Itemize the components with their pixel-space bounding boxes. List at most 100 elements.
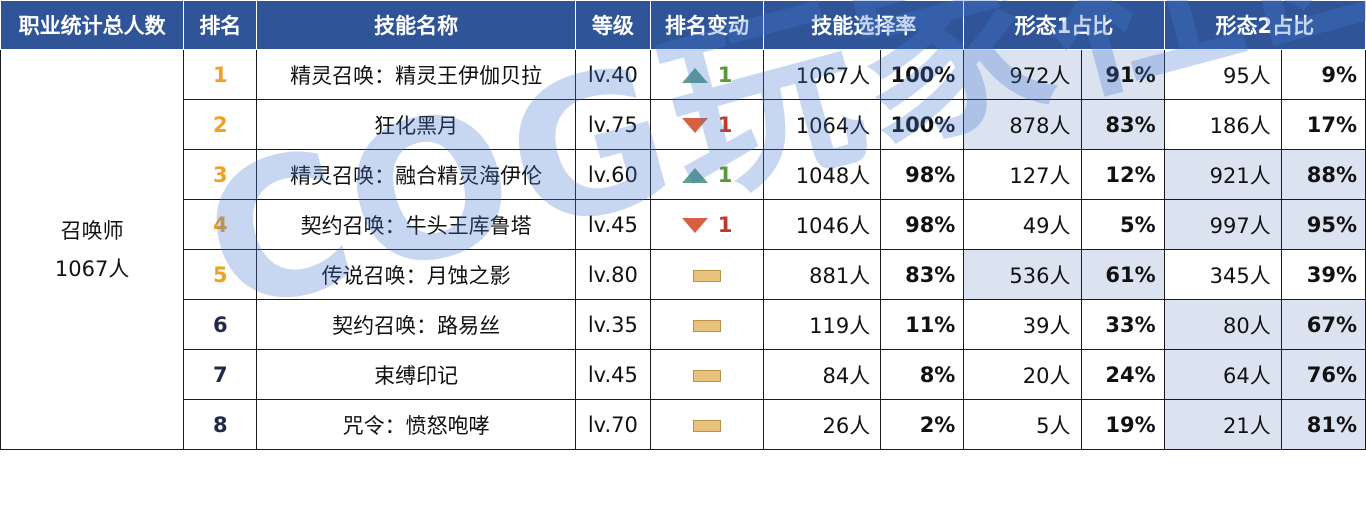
rank-change-cell: 1 [649,99,765,150]
rate-count-cell: 1046人 [763,199,882,250]
rate-count-cell: 881人 [763,249,882,300]
level-cell: lv.80 [574,249,651,300]
table-row: 召唤师 1067人 1 精灵召唤：精灵王伊伽贝拉 lv.40 1 1067人 100% 972人… [0,49,1366,450]
header-form2: 形态2占比 [1163,0,1366,50]
form1-count-cell: 127人 [963,149,1082,200]
form2-pct-cell: 76% [1280,349,1366,400]
skill-name-cell: 传说召唤：月蚀之影 [256,249,576,300]
header-skill: 技能名称 [256,0,576,50]
form1-count-cell: 39人 [963,299,1082,350]
header-row: 职业统计总人数 排名 技能名称 等级 排名变动 技能选择率 形态1占比 形态2占… [0,0,1366,50]
rate-count-cell: 1048人 [763,149,882,200]
form2-count-cell: 997人 [1163,199,1282,250]
form2-count-cell: 921人 [1163,149,1282,200]
form2-count-cell: 95人 [1163,49,1282,100]
rate-count-cell: 1064人 [763,99,882,150]
rate-count-cell: 119人 [763,299,882,350]
rank-cell: 7 [183,349,258,400]
rate-pct-cell: 83% [880,249,965,300]
rate-pct-cell: 98% [880,149,965,200]
class-summary-cell: 召唤师 1067人 [0,49,185,450]
rank-change-cell [649,399,765,450]
form1-pct-cell: 61% [1080,249,1165,300]
skill-name-cell: 契约召唤：牛头王库鲁塔 [256,199,576,250]
header-rank: 排名 [183,0,258,50]
form1-pct-cell: 91% [1080,49,1165,100]
no-change-icon [693,269,721,282]
level-cell: lv.75 [574,99,651,150]
rank-cell: 4 [183,199,258,250]
rank-cell: 1 [183,49,258,100]
level-cell: lv.45 [574,349,651,400]
header-form1: 形态1占比 [963,0,1165,50]
rank-change-cell: 1 [649,149,765,200]
skill-name-cell: 契约召唤：路易丝 [256,299,576,350]
rank-cell: 3 [183,149,258,200]
form2-count-cell: 80人 [1163,299,1282,350]
form2-pct-cell: 39% [1280,249,1366,300]
form2-pct-cell: 9% [1280,49,1366,100]
form1-count-cell: 5人 [963,399,1082,450]
form2-pct-cell: 17% [1280,99,1366,150]
rank-change-cell [649,349,765,400]
rate-pct-cell: 100% [880,99,965,150]
form1-pct-cell: 5% [1080,199,1165,250]
table-row: 5 传说召唤：月蚀之影 lv.80 881人 83% 536人 61% 345人 39% [1,249,1366,300]
form1-pct-cell: 24% [1080,349,1165,400]
level-cell: lv.60 [574,149,651,200]
rank-cell: 2 [183,99,258,150]
rate-pct-cell: 100% [880,49,965,100]
skill-name-cell: 精灵召唤：融合精灵海伊伦 [256,149,576,200]
form2-pct-cell: 95% [1280,199,1366,250]
class-total: 1067人 [54,256,130,281]
rank-change-cell: 1 [649,199,765,250]
rank-change-value: 1 [717,213,733,237]
level-cell: lv.70 [574,399,651,450]
rate-pct-cell: 2% [880,399,965,450]
header-total: 职业统计总人数 [0,0,185,50]
table-row: 7 束缚印记 lv.45 84人 8% 20人 24% 64人 76% [1,349,1366,400]
level-cell: lv.35 [574,299,651,350]
table-row: 2 狂化黑月 lv.75 1 1064人 100% 878人 83% 186人 17% [1,99,1366,150]
form2-count-cell: 345人 [1163,249,1282,300]
table-row: 4 契约召唤：牛头王库鲁塔 lv.45 1 1046人 98% 49人 5% 997人 95% [1,199,1366,250]
rank-change-cell: 1 [649,49,765,100]
no-change-icon [693,319,721,332]
form1-pct-cell: 12% [1080,149,1165,200]
class-name: 召唤师 [60,218,124,243]
rank-change-value: 1 [717,63,733,87]
table-body: 召唤师 1067人 1 精灵召唤：精灵王伊伽贝拉 lv.40 1 1067人 100% 972人… [0,49,1366,450]
rate-pct-cell: 11% [880,299,965,350]
table-row: 3 精灵召唤：融合精灵海伊伦 lv.60 1 1048人 98% 127人 12% 921人 88… [1,149,1366,200]
rate-count-cell: 1067人 [763,49,882,100]
form1-count-cell: 972人 [963,49,1082,100]
rank-change-cell [649,249,765,300]
rate-pct-cell: 8% [880,349,965,400]
form2-pct-cell: 88% [1280,149,1366,200]
form1-pct-cell: 33% [1080,299,1165,350]
rank-cell: 6 [183,299,258,350]
arrow-down-icon [681,117,708,133]
header-rate: 技能选择率 [763,0,965,50]
arrow-up-icon [681,67,708,83]
form1-pct-cell: 83% [1080,99,1165,150]
arrow-down-icon [681,217,708,233]
form1-pct-cell: 19% [1080,399,1165,450]
skill-name-cell: 狂化黑月 [256,99,576,150]
skill-stats-table: 职业统计总人数 排名 技能名称 等级 排名变动 技能选择率 形态1占比 形态2占… [0,0,1366,450]
level-cell: lv.45 [574,199,651,250]
rank-change-value: 1 [717,113,733,137]
no-change-icon [693,419,721,432]
header-level: 等级 [574,0,651,50]
rank-cell: 5 [183,249,258,300]
arrow-up-icon [681,167,708,183]
rate-count-cell: 84人 [763,349,882,400]
form2-pct-cell: 81% [1280,399,1366,450]
form1-count-cell: 49人 [963,199,1082,250]
form2-count-cell: 186人 [1163,99,1282,150]
skill-name-cell: 束缚印记 [256,349,576,400]
form1-count-cell: 536人 [963,249,1082,300]
form1-count-cell: 20人 [963,349,1082,400]
rank-change-cell [649,299,765,350]
table-row: 8 咒令：愤怒咆哮 lv.70 26人 2% 5人 19% 21人 81% [1,399,1366,450]
